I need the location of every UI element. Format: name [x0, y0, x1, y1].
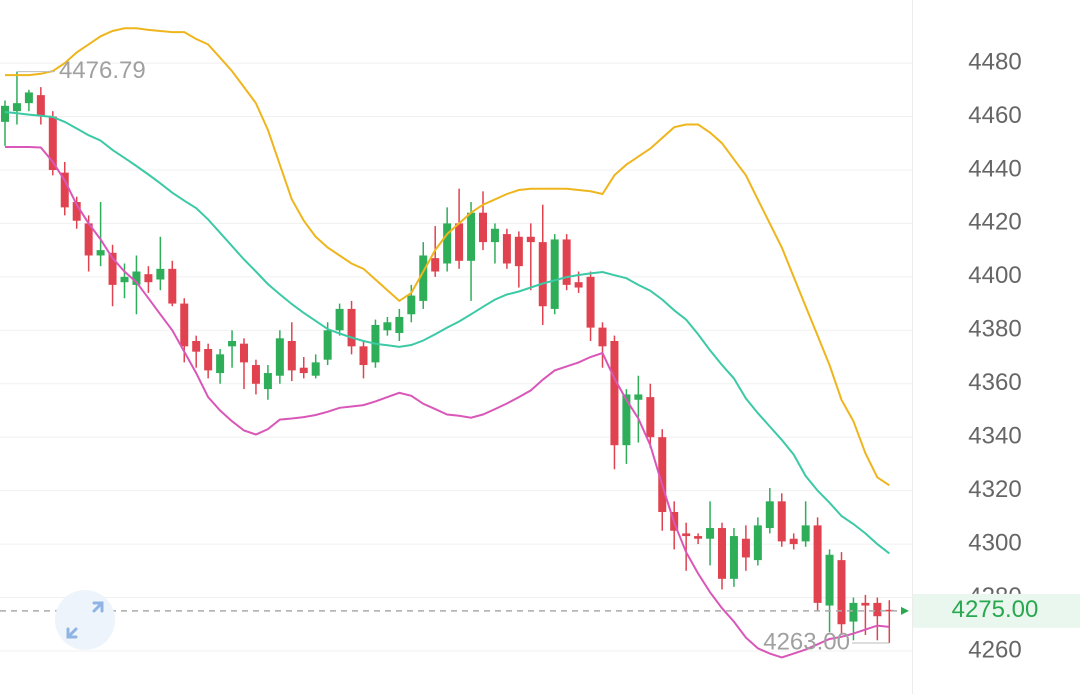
- candle-body: [48, 116, 57, 170]
- candle-body: [251, 365, 260, 384]
- zoom-icon[interactable]: [66, 601, 104, 639]
- candle-body: [801, 525, 810, 542]
- y-tick-label: 4320: [968, 476, 1021, 503]
- candle-body: [885, 609, 894, 612]
- candle-body: [514, 236, 523, 267]
- candle-body: [753, 525, 762, 561]
- candle-body: [538, 242, 547, 307]
- candle-body: [490, 228, 499, 243]
- y-tick-label: 4360: [968, 369, 1021, 396]
- candle-body: [347, 308, 356, 347]
- candle-body: [873, 602, 882, 617]
- candle-body: [132, 271, 141, 285]
- candle-body: [718, 528, 726, 579]
- candle-body: [562, 239, 571, 285]
- marks: [1, 27, 894, 659]
- y-tick-label: 4380: [968, 316, 1021, 343]
- candle-body: [299, 367, 308, 374]
- high-label: 4476.79: [59, 57, 146, 84]
- candle-body: [586, 276, 595, 328]
- candle-body: [287, 340, 296, 371]
- candle-body: [622, 394, 631, 446]
- candle-body: [192, 340, 201, 352]
- candle-body: [574, 282, 583, 288]
- candle-body: [502, 234, 511, 264]
- last-price-badge: [913, 593, 1080, 628]
- candle-body: [335, 308, 344, 331]
- candle-body: [180, 303, 189, 347]
- candle-body: [263, 373, 272, 390]
- candle-body: [729, 536, 738, 579]
- zoom-button[interactable]: [55, 590, 115, 650]
- last-price-label: 4275.00: [952, 596, 1039, 623]
- y-tick-label: 4480: [968, 48, 1021, 75]
- candle-body: [228, 340, 237, 347]
- candle-body: [550, 239, 559, 309]
- candle-body: [275, 338, 284, 376]
- candle-body: [156, 268, 165, 280]
- candle-body: [36, 95, 45, 117]
- candle-body: [813, 525, 822, 603]
- candle-body: [825, 554, 834, 606]
- candle-body: [144, 274, 153, 283]
- candle-body: [706, 528, 715, 539]
- candle-body: [467, 212, 476, 261]
- candle-body: [646, 397, 655, 438]
- candle-body: [311, 362, 320, 376]
- candle-body: [694, 536, 703, 539]
- candle-body: [108, 252, 117, 285]
- candle-body: [407, 295, 416, 315]
- candle-body: [849, 602, 858, 622]
- low-label: 4263.00: [763, 628, 850, 655]
- band-line: [5, 146, 890, 659]
- candle-body: [419, 255, 428, 301]
- y-tick-label: 4300: [968, 529, 1021, 556]
- candle-body: [526, 236, 535, 243]
- candle-body: [204, 349, 213, 371]
- candle-body: [658, 437, 667, 513]
- candle-body: [12, 103, 21, 112]
- candle-body: [443, 223, 452, 264]
- overlay: 4260428043004320434043604380440044204440…: [0, 48, 1080, 663]
- band-line: [4, 111, 890, 555]
- y-tick-label: 4400: [968, 262, 1021, 289]
- candle-body: [777, 501, 786, 542]
- candle-body: [789, 538, 798, 545]
- candle-body: [120, 276, 129, 283]
- candle-body: [837, 560, 846, 625]
- y-tick-label: 4460: [968, 102, 1021, 129]
- candle-body: [72, 202, 81, 221]
- candle-body: [455, 223, 464, 261]
- candle-body: [634, 394, 643, 400]
- y-tick-label: 4340: [968, 423, 1021, 450]
- candle-body: [96, 250, 105, 256]
- band-line: [5, 27, 890, 487]
- candle-body: [359, 346, 368, 366]
- candle-body: [60, 172, 69, 208]
- candle-body: [610, 340, 619, 446]
- candle-body: [84, 223, 93, 256]
- candle-body: [240, 343, 248, 363]
- candle-body: [741, 538, 750, 558]
- candle-body: [168, 268, 177, 304]
- grid: [0, 62, 912, 652]
- candle-body: [479, 212, 487, 243]
- last-price-arrow: [901, 606, 909, 615]
- candle-body: [431, 258, 440, 272]
- y-tick-label: 4260: [968, 636, 1021, 663]
- candle-body: [682, 533, 691, 537]
- candle-body: [383, 322, 392, 331]
- candle-body: [861, 602, 870, 606]
- candle-body: [1, 105, 9, 122]
- candle-body: [323, 330, 332, 360]
- zoom-button-bg[interactable]: [55, 590, 115, 650]
- candle-body: [598, 327, 607, 347]
- y-tick-label: 4440: [968, 155, 1021, 182]
- candle-body: [24, 92, 33, 104]
- y-tick-label: 4420: [968, 209, 1021, 236]
- candle-body: [395, 316, 404, 333]
- candle-body: [216, 354, 225, 374]
- candle-body: [765, 501, 774, 529]
